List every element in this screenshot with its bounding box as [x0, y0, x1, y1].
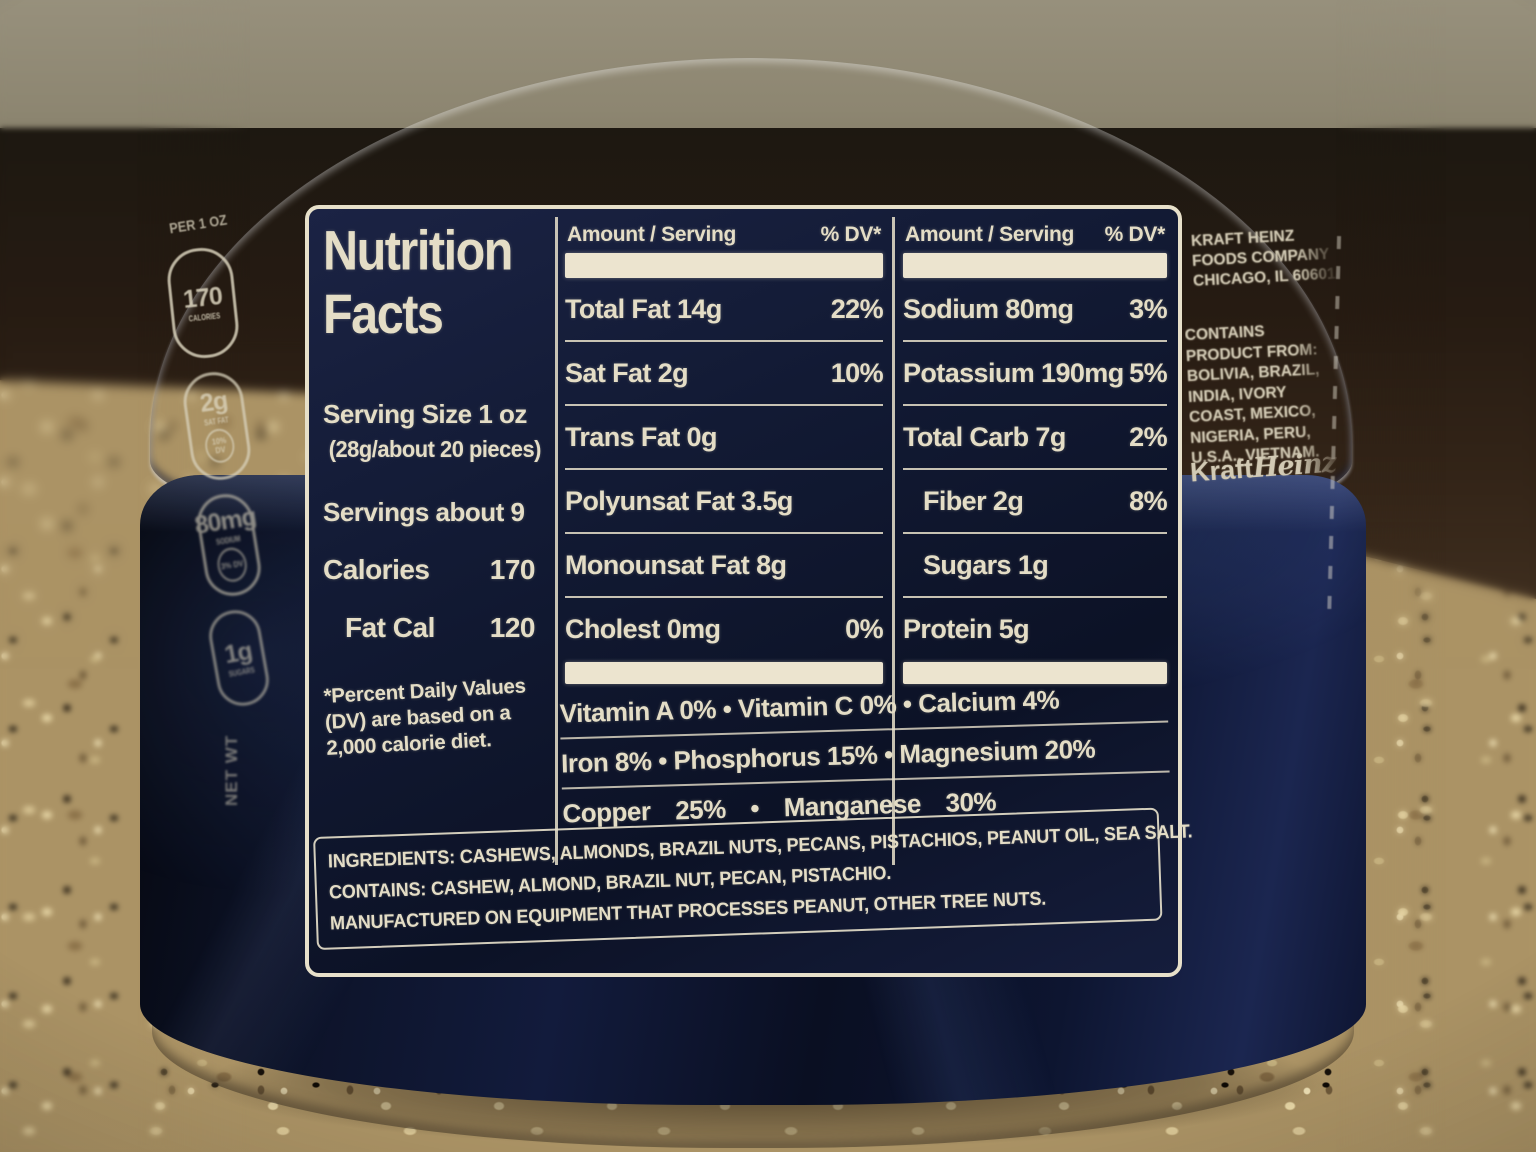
badge-sat-fat-dv: 10% DV	[203, 426, 237, 465]
serving-size: Serving Size 1 oz	[323, 399, 527, 429]
nutrient-dv: 0%	[845, 613, 883, 644]
nutrient-name: Cholest 0mg	[565, 613, 721, 644]
nutrition-facts-title: Nutrition Facts	[323, 219, 548, 347]
header-bar	[565, 253, 883, 278]
depth-blur-right	[1336, 0, 1536, 1152]
badge-sodium-dv: 3% DV	[215, 545, 250, 584]
nutrient-row: Total Carb 7g 2%	[903, 406, 1168, 470]
nutrient-name: Total Fat 14g	[565, 293, 722, 324]
nutrient-name: Monounsat Fat 8g	[565, 549, 787, 580]
servings-count: Servings about 9	[323, 497, 525, 527]
badge-sat-fat-value: 2g	[198, 386, 230, 418]
company-address: KRAFT HEINZ FOODS COMPANY CHICAGO, IL 60…	[1191, 224, 1346, 292]
nutrient-dv: 8%	[1129, 485, 1167, 516]
title-line-1: Nutrition	[323, 219, 513, 282]
amount-serving-header: Amount / Serving % DV*	[903, 219, 1167, 253]
section-bar	[903, 662, 1167, 684]
column-divider	[892, 217, 895, 865]
nutrient-dv: 2%	[1129, 421, 1167, 452]
nutrient-name: Polyunsat Fat 3.5g	[565, 485, 793, 516]
nutrient-row: Trans Fat 0g	[565, 406, 883, 470]
nutrient-name: Protein 5g	[903, 613, 1030, 644]
nutrient-row: Polyunsat Fat 3.5g	[565, 470, 883, 534]
fat-cal-row: Fat Cal 120	[323, 612, 536, 644]
nutrient-name: Sodium 80mg	[903, 293, 1074, 324]
nutrient-name: Sat Fat 2g	[565, 357, 689, 388]
net-wt-text: NET WT	[222, 734, 241, 806]
serving-detail: (28g/about 20 pieces)	[328, 436, 542, 462]
fat-cal-value: 120	[489, 612, 536, 643]
badge-sugars-value: 1g	[222, 636, 254, 669]
header-bar	[903, 253, 1167, 278]
nutrient-row: Total Fat 14g 22%	[565, 278, 884, 342]
calories-row: Calories 170	[323, 554, 536, 586]
nutrients-column-other: Amount / Serving % DV* Sodium 80mg 3% Po…	[903, 219, 1168, 684]
label-left-column: Nutrition Facts Serving Size 1 oz (28g/a…	[323, 219, 555, 762]
amount-serving-header: Amount / Serving % DV*	[565, 219, 883, 253]
brand-heinz: Heinz	[1251, 447, 1337, 485]
calories-label: Calories	[323, 554, 430, 585]
section-bar	[565, 662, 883, 684]
column-divider	[555, 217, 558, 865]
nutrient-row: Protein 5g	[903, 598, 1167, 660]
badge-sat-fat-label: SAT FAT	[203, 414, 230, 428]
nutrient-row: Sat Fat 2g 10%	[565, 342, 884, 406]
nutrient-row: Fiber 2g 8%	[903, 470, 1168, 534]
title-line-2: Facts	[323, 282, 444, 346]
ingredients-box: INGREDIENTS: CASHEWS, ALMONDS, BRAZIL NU…	[313, 807, 1193, 950]
nutrients-column-fats: Amount / Serving % DV* Total Fat 14g 22%…	[565, 219, 884, 684]
nutrient-name: Fiber 2g	[923, 485, 1024, 516]
nutrient-name: Sugars 1g	[923, 549, 1049, 580]
origin-statement: CONTAINS PRODUCT FROM: BOLIVIA, BRAZIL, …	[1184, 323, 1320, 468]
fat-cal-label: Fat Cal	[345, 612, 435, 643]
calories-value: 170	[489, 554, 536, 585]
badge-sodium-value: 80mg	[192, 502, 258, 540]
dv-header-label: % DV*	[1104, 223, 1166, 246]
nutrient-dv: 5%	[1129, 357, 1167, 388]
nutrient-row: Sodium 80mg 3%	[903, 278, 1168, 342]
nutrient-row: Potassium 190mg 5%	[903, 342, 1168, 406]
nutrient-row: Sugars 1g	[903, 534, 1167, 598]
brand-kraft: Kraft	[1189, 453, 1255, 488]
nutrient-row: Cholest 0mg 0%	[565, 598, 884, 660]
badge-calories-label: CALORIES	[188, 309, 221, 324]
dv-footnote: *Percent Daily Values (DV) are based on …	[323, 674, 527, 760]
badge-calories-value: 170	[181, 281, 224, 314]
amount-header-label: Amount / Serving	[905, 223, 1075, 246]
nutrient-row: Monounsat Fat 8g	[565, 534, 883, 598]
nutrient-dv: 3%	[1129, 293, 1167, 324]
amount-header-label: Amount / Serving	[567, 223, 737, 246]
nutrient-name: Trans Fat 0g	[565, 421, 717, 452]
nutrient-dv: 22%	[830, 293, 884, 324]
nutrition-facts-label: Nutrition Facts Serving Size 1 oz (28g/a…	[305, 205, 1193, 977]
nutrient-name: Potassium 190mg	[903, 357, 1124, 388]
nutrient-name: Total Carb 7g	[903, 421, 1066, 452]
dv-header-label: % DV*	[820, 223, 882, 246]
nutrient-dv: 10%	[830, 357, 884, 388]
